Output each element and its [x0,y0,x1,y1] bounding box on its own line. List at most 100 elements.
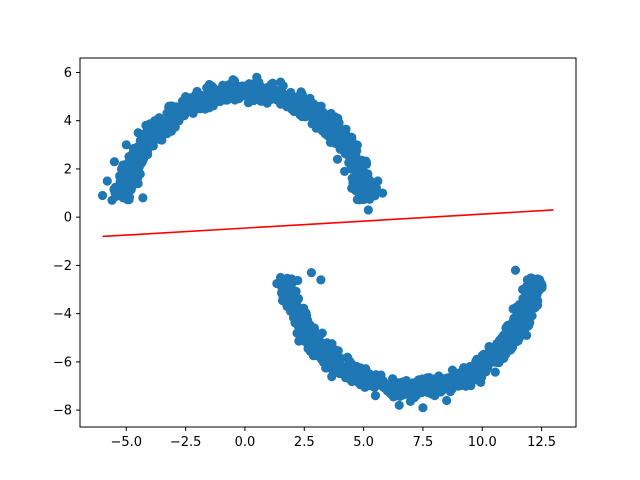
scatter-point [370,391,381,401]
scatter-point [418,403,428,413]
scatter-point [442,395,452,406]
scatter-point [297,318,307,328]
scatter-point [347,371,357,381]
x-axis: −5.0 −2.5 0.0 2.5 5.0 7.5 10.0 12.5 [110,427,556,450]
scatter-point [521,311,531,321]
scatter-point [508,304,518,314]
scatter-point [181,91,191,102]
scatter-point [422,373,432,383]
x-tick-label: 5.0 [353,435,374,450]
scatter-point [200,96,210,106]
scatter-point [335,135,345,146]
scatter-point [430,374,440,384]
scatter-point [325,137,335,148]
scatter-point [359,378,369,389]
scatter-point [326,108,336,119]
scatter-point [157,135,167,145]
scatter-point [525,299,535,309]
y-tick-label: 6 [64,66,72,81]
scatter-point [243,98,253,108]
scatter-point [522,330,532,340]
scatter-point [339,365,349,375]
y-tick-label: 4 [64,114,72,129]
scatter-point [275,77,286,87]
scatter-point [277,93,288,103]
scatter-point [394,400,404,410]
scatter-point [420,387,430,397]
x-tick-label: 10.0 [468,435,497,450]
x-tick-label: −2.5 [170,435,202,450]
scatter-point [139,134,150,144]
scatter-point [298,336,309,346]
scatter-point [109,157,120,167]
scatter-point [490,355,500,365]
scatter-point [342,131,352,141]
scatter-point [163,118,173,128]
y-tick-label: −6 [53,355,72,370]
scatter-point [363,205,373,215]
scatter-point [299,94,309,104]
scatter-point [316,275,326,285]
scatter-point [378,376,388,386]
scatter-point [148,138,158,148]
scatter-point [159,125,169,135]
y-tick-label: 0 [64,211,72,226]
scatter-point [510,265,521,275]
scatter-point [518,284,528,295]
scatter-point [150,116,160,126]
scatter-point [477,359,487,369]
y-tick-label: −2 [53,259,72,274]
scatter-point [501,323,511,333]
scatter-point [215,96,225,107]
decision-line [102,209,554,238]
y-tick-label: −8 [53,404,72,419]
scatter-point [171,102,181,112]
scatter-point [97,190,108,201]
scatter-point [173,113,184,123]
scatter-point [252,72,262,82]
scatter-point [335,354,345,365]
x-tick-label: 0.0 [235,435,256,450]
scatter-point [311,111,321,121]
scatter-point [444,381,454,391]
scatter-point [359,193,369,203]
scatter-point [305,346,315,356]
scatter-point [240,84,250,94]
scatter-point [356,186,366,196]
scatter-point [216,89,226,99]
scatter-point [129,155,139,165]
scatter-point [497,353,508,364]
scatter-point [311,328,321,338]
scatter-point [132,147,142,158]
scatter-point [327,120,337,130]
scatter-point [162,108,172,118]
scatter-point [316,354,327,365]
scatter-point [469,366,479,377]
scatter-point [532,289,542,299]
scatter-point [406,393,416,403]
scatter-point [465,376,475,386]
scatter-point [164,101,174,111]
scatter-point [447,365,458,375]
scatter-point [340,166,350,176]
scatter-point [347,156,357,166]
scatter-point [126,183,136,193]
scatter-point [287,96,297,107]
scatter-point [370,191,380,201]
scatter-point [204,79,214,90]
decision-line-layer [102,209,554,238]
scatter-point [264,87,274,97]
scatter-point [332,154,343,164]
scatter-point [430,391,440,401]
scatter-point [490,367,500,377]
scatter-point [373,176,383,186]
y-tick-label: −4 [53,307,72,322]
y-tick-label: 2 [64,162,72,177]
scatter-point [499,334,510,344]
scatter-point [453,381,464,391]
scatter-point [306,268,316,278]
scatter-point [136,155,147,165]
scatter-point [377,188,388,198]
scatter-point [382,386,392,396]
y-axis: −8 −6 −4 −2 0 2 4 6 [53,66,80,419]
